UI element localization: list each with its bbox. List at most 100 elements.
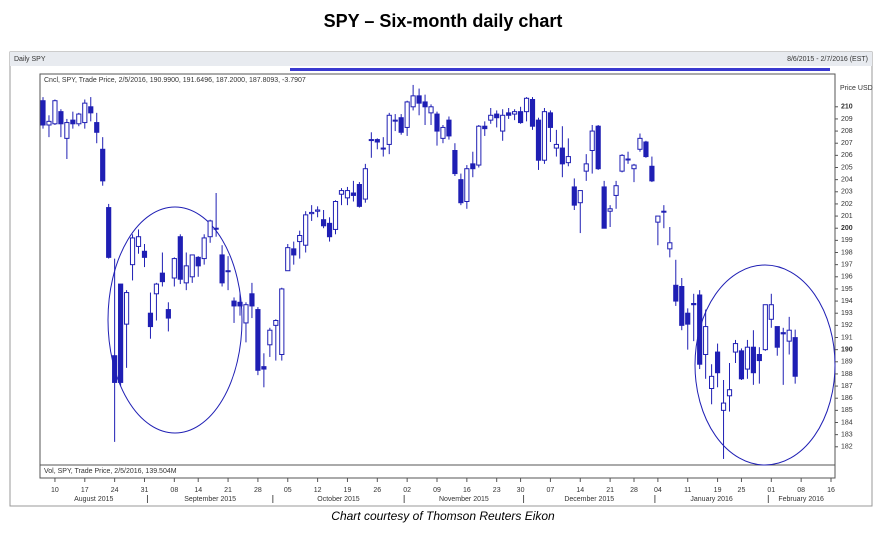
candle-body <box>219 254 225 284</box>
candle-body <box>404 101 410 128</box>
candle-body <box>88 106 94 114</box>
candle-body <box>225 270 231 273</box>
candle-body <box>100 148 106 182</box>
info-label: Cncl, SPY, Trade Price, 2/5/2016, 190.99… <box>44 77 306 84</box>
x-tick-label: 23 <box>493 487 501 494</box>
candle-body <box>392 119 398 122</box>
candle-body <box>547 112 554 128</box>
candle-body <box>416 95 422 104</box>
candle-body <box>64 122 70 139</box>
candle-body <box>506 112 512 116</box>
candle-body <box>500 114 506 132</box>
candle-body <box>112 355 118 383</box>
y-tick-label: 200 <box>841 225 853 232</box>
y-tick-label: 197 <box>841 261 853 268</box>
candle-body <box>488 114 494 121</box>
candle-body <box>792 337 798 377</box>
x-tick-label: 12 <box>314 487 322 494</box>
x-tick-label: 31 <box>141 487 149 494</box>
y-tick-label: 186 <box>841 395 853 402</box>
candle-body <box>243 304 249 324</box>
y-tick-label: 196 <box>841 274 853 281</box>
y-tick-label: 207 <box>841 140 853 147</box>
candle-body <box>135 236 142 247</box>
x-tick-label: 21 <box>224 487 232 494</box>
candle-body <box>655 215 661 223</box>
header-bar <box>10 52 872 66</box>
candle-body <box>279 288 285 355</box>
candle-body <box>46 120 52 126</box>
y-tick-label: 206 <box>841 152 853 159</box>
candle-body <box>147 312 154 328</box>
x-tick-label: 11 <box>684 487 691 494</box>
candle-body <box>726 389 733 397</box>
x-tick-label: 30 <box>517 487 525 494</box>
x-tick-label: 19 <box>714 487 722 494</box>
candle-body <box>82 102 88 124</box>
month-label: August 2015 <box>74 496 113 503</box>
y-tick-label: 201 <box>841 213 853 220</box>
x-tick-label: 17 <box>81 487 89 494</box>
x-tick-label: 04 <box>654 487 662 494</box>
candle-body <box>207 220 213 238</box>
candle-body <box>303 214 309 246</box>
candle-body <box>297 235 303 243</box>
y-tick-label: 199 <box>841 237 853 244</box>
candle-body <box>153 283 160 295</box>
y-tick-label: 193 <box>841 310 853 317</box>
candle-body <box>440 126 446 139</box>
x-tick-label: 14 <box>576 487 584 494</box>
candle-body <box>470 163 476 170</box>
x-tick-label: 05 <box>284 487 292 494</box>
candle-body <box>344 190 351 199</box>
candle-body <box>291 248 297 256</box>
candle-body <box>261 366 267 370</box>
candle-body <box>428 106 434 114</box>
candle-body <box>714 351 721 374</box>
y-tick-label: 191 <box>841 334 853 341</box>
candle-body <box>589 130 595 151</box>
candle-body <box>255 309 261 371</box>
candle-body <box>52 100 58 125</box>
candle-body <box>768 304 774 320</box>
month-label: January 2016 <box>690 496 733 503</box>
month-label: October 2015 <box>317 496 360 503</box>
candle-body <box>709 375 715 390</box>
candle-body <box>315 209 321 212</box>
x-tick-label: 25 <box>738 487 746 494</box>
y-tick-label: 187 <box>841 383 853 390</box>
candle-body <box>410 95 416 108</box>
candle-body <box>762 304 768 351</box>
y-tick-label: 202 <box>841 201 853 208</box>
candle-body <box>338 190 345 195</box>
candle-body <box>565 156 571 164</box>
candle-body <box>583 163 589 172</box>
candle-body <box>422 101 428 108</box>
scroll-bar <box>290 68 830 71</box>
y-tick-label: 189 <box>841 359 853 366</box>
candle-body <box>523 97 530 113</box>
candle-body <box>452 150 458 175</box>
candle-body <box>577 190 583 204</box>
x-tick-label: 09 <box>433 487 441 494</box>
candle-body <box>607 208 613 212</box>
candle-body <box>40 100 46 126</box>
candle-body <box>106 207 112 258</box>
candle-body <box>362 168 368 200</box>
candle-body <box>159 272 165 283</box>
y-tick-label: 192 <box>841 322 853 329</box>
candle-body <box>697 294 703 365</box>
candle-body <box>517 111 524 124</box>
candle-body <box>780 332 786 335</box>
candle-body <box>171 258 177 279</box>
candle-body <box>738 350 745 380</box>
x-tick-label: 19 <box>344 487 352 494</box>
candle-body <box>70 119 76 125</box>
candle-body <box>482 125 488 130</box>
y-tick-label: 195 <box>841 286 853 293</box>
y-tick-label: 203 <box>841 189 853 196</box>
candle-body <box>625 158 631 161</box>
candle-body <box>571 186 577 206</box>
candle-body <box>667 242 673 250</box>
x-tick-label: 28 <box>254 487 262 494</box>
